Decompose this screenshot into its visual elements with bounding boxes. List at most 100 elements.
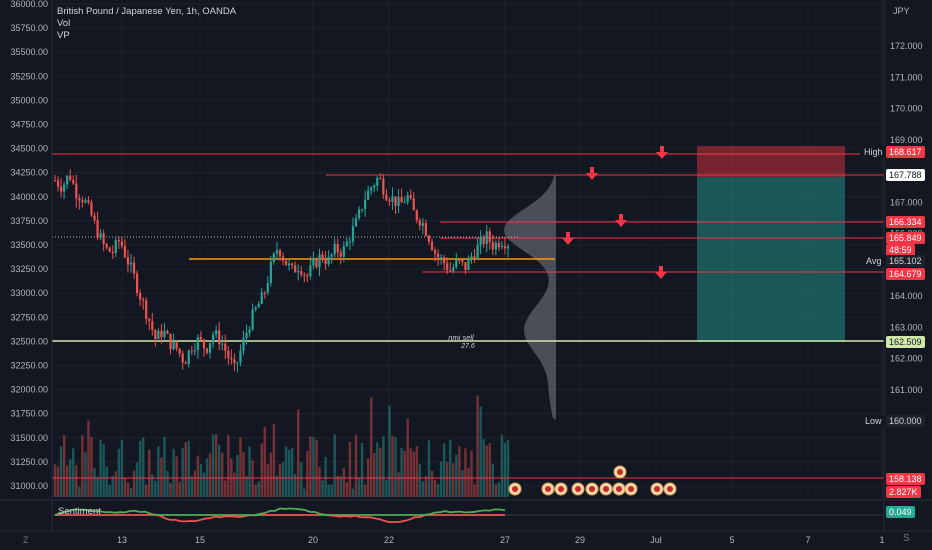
- low-label: Low: [861, 415, 886, 427]
- symbol-title[interactable]: British Pound / Japanese Yen, 1h, OANDA: [57, 6, 237, 17]
- volume-bar: [500, 434, 504, 497]
- volume-bar: [351, 488, 355, 497]
- event-flag-dot-icon: [628, 486, 634, 492]
- zoom-button[interactable]: Z: [23, 535, 29, 545]
- candle-body: [148, 318, 151, 322]
- candle-body: [482, 237, 485, 245]
- volume-bar: [239, 437, 242, 497]
- candle-body: [467, 258, 470, 270]
- event-flag-dot-icon: [617, 469, 623, 475]
- volume-bar: [306, 451, 309, 497]
- volume-bars: [53, 395, 510, 497]
- candle-body: [330, 254, 333, 257]
- sell-arrow-icon: [619, 214, 623, 220]
- volume-profile: [504, 175, 556, 420]
- volume-bar: [196, 455, 200, 497]
- candle-body: [470, 256, 473, 259]
- candle-body: [291, 263, 294, 266]
- settings-button[interactable]: S: [903, 533, 910, 544]
- candle-body: [491, 242, 494, 250]
- candle-body: [385, 194, 388, 201]
- candle-body: [336, 243, 339, 253]
- candle-body: [254, 307, 257, 310]
- volume-bar: [327, 484, 330, 497]
- candle-body: [318, 254, 321, 268]
- candle-body: [208, 343, 212, 353]
- volume-bar: [96, 476, 99, 497]
- event-flag-dot-icon: [558, 486, 564, 492]
- volume-bar: [163, 436, 166, 497]
- volume-bar: [242, 452, 245, 497]
- volume-bar: [455, 454, 458, 497]
- volume-bar: [193, 470, 197, 497]
- volume-bar: [93, 468, 96, 497]
- candle-body: [397, 197, 400, 207]
- volume-bar: [473, 484, 476, 497]
- volume-bar: [464, 448, 467, 497]
- volume-bar: [458, 446, 461, 497]
- x-axis-label: 5: [729, 535, 734, 545]
- candle-body: [458, 259, 461, 261]
- volume-bar: [172, 448, 175, 497]
- high-label: High: [860, 146, 887, 158]
- volume-bar: [394, 437, 397, 497]
- volume-bar: [403, 450, 406, 497]
- candle-body: [59, 186, 63, 192]
- indicator-vp-label[interactable]: VP: [57, 30, 70, 41]
- price-tag-t166: 166.334: [886, 216, 925, 228]
- right-axis-label: 162.000: [890, 354, 923, 364]
- price-tag-t167: 167.788: [886, 169, 925, 181]
- candle-body: [461, 259, 464, 263]
- right-axis-label: 164.000: [890, 291, 923, 301]
- candle-body: [117, 240, 120, 242]
- candle-body: [66, 175, 69, 185]
- candle-body: [473, 256, 476, 259]
- volume-bar: [62, 435, 66, 497]
- candle-body: [202, 339, 206, 349]
- x-axis-label: 7: [805, 535, 810, 545]
- candle-body: [391, 196, 394, 202]
- candle-body: [63, 184, 66, 192]
- volume-bar: [376, 442, 379, 497]
- price-tag-countdown: 48:59: [886, 244, 915, 256]
- candle-body: [139, 293, 142, 300]
- volume-bar: [476, 395, 479, 497]
- volume-bar: [436, 484, 440, 497]
- volume-bar: [397, 472, 400, 497]
- volume-profile-shape: [504, 175, 556, 420]
- candle-body: [236, 362, 239, 364]
- event-flag-dot-icon: [616, 486, 622, 492]
- candle-body: [184, 362, 187, 364]
- candle-body: [69, 175, 72, 180]
- candle-body: [409, 195, 412, 199]
- volume-bar: [248, 446, 251, 497]
- candle-body: [394, 196, 397, 207]
- volume-bar: [321, 480, 324, 497]
- candle-body: [388, 200, 391, 202]
- indicator-vol-label[interactable]: Vol: [57, 18, 71, 29]
- volume-bar: [132, 470, 136, 497]
- candle-body: [357, 209, 361, 219]
- candle-body: [303, 274, 306, 276]
- volume-bar: [254, 484, 257, 497]
- volume-bar: [59, 446, 63, 497]
- volume-bar: [145, 484, 148, 497]
- candle-body: [503, 245, 507, 249]
- volume-bar: [178, 481, 181, 497]
- volume-bar: [488, 443, 491, 497]
- candle-body: [464, 262, 467, 270]
- sentiment-label[interactable]: Sentiment: [58, 506, 101, 517]
- candle-body: [284, 260, 288, 266]
- volume-bar: [87, 420, 90, 497]
- volume-bar: [105, 466, 108, 497]
- event-flag-dot-icon: [589, 486, 595, 492]
- candle-body: [476, 245, 479, 259]
- candle-body: [233, 359, 236, 364]
- left-axis-label: 32250.00: [10, 361, 48, 371]
- volume-bar: [65, 465, 69, 497]
- candle-body: [479, 237, 482, 246]
- volume-bar: [491, 463, 494, 497]
- volume-bar: [78, 486, 81, 497]
- sell-arrow-head-icon: [656, 152, 668, 159]
